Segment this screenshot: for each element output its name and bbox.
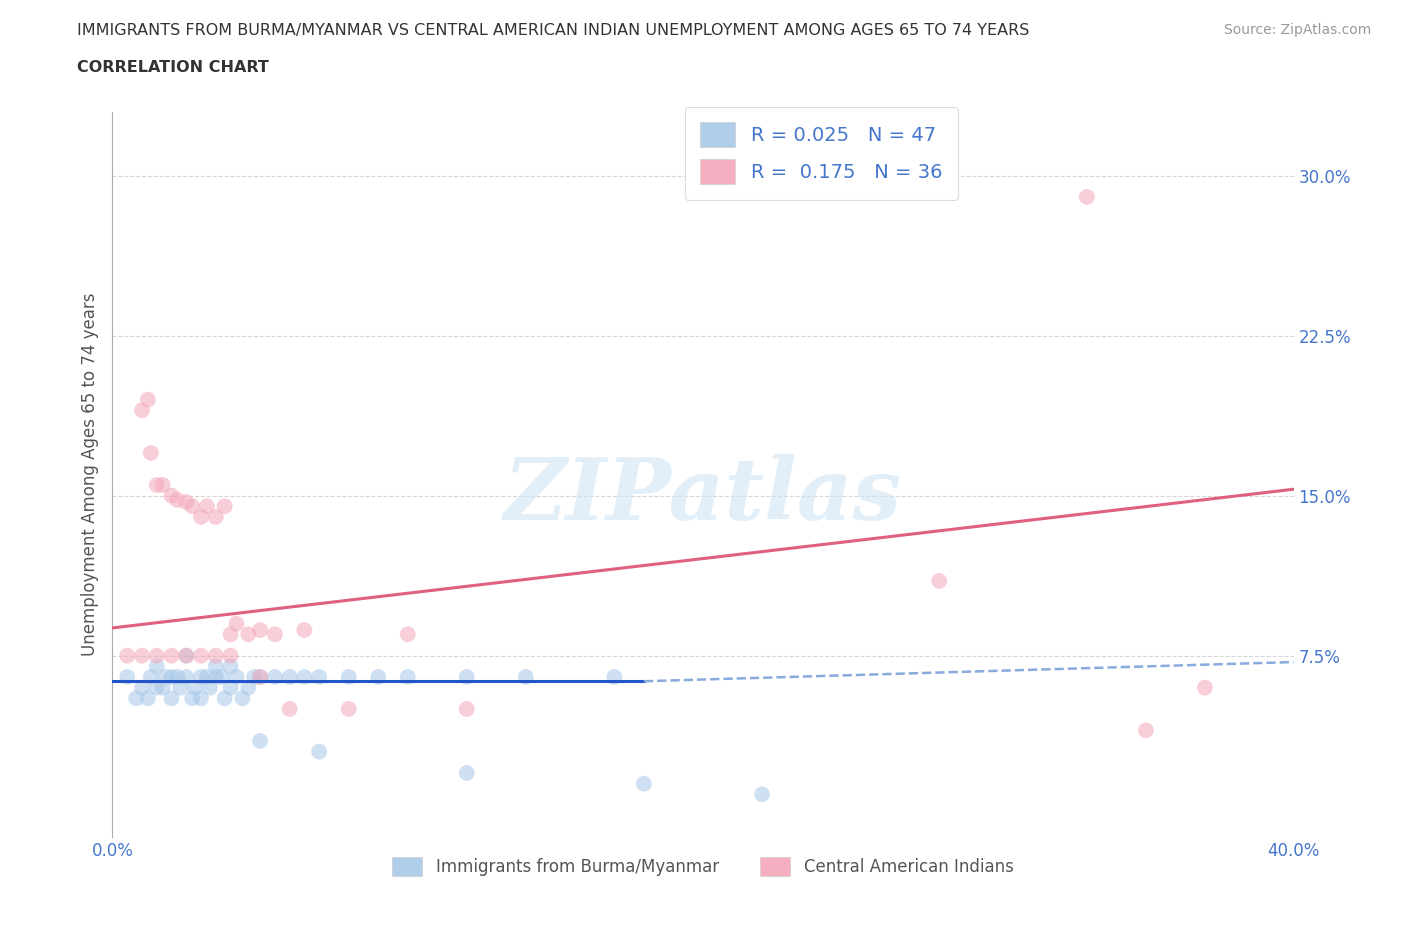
Point bbox=[166, 493, 188, 508]
Point bbox=[214, 691, 236, 706]
Point bbox=[174, 648, 197, 663]
Point bbox=[225, 617, 247, 631]
Point bbox=[308, 744, 330, 759]
Point bbox=[238, 627, 260, 642]
Point bbox=[198, 680, 221, 695]
Point bbox=[136, 691, 159, 706]
Point bbox=[278, 670, 301, 684]
Point bbox=[751, 787, 773, 802]
Point bbox=[205, 658, 228, 673]
Point bbox=[190, 648, 212, 663]
Point bbox=[190, 670, 212, 684]
Point bbox=[131, 648, 153, 663]
Point bbox=[160, 648, 183, 663]
Point bbox=[396, 627, 419, 642]
Point bbox=[169, 680, 191, 695]
Text: ZIPatlas: ZIPatlas bbox=[503, 455, 903, 538]
Point bbox=[456, 670, 478, 684]
Point bbox=[249, 670, 271, 684]
Point bbox=[337, 701, 360, 716]
Point bbox=[278, 701, 301, 716]
Point bbox=[456, 701, 478, 716]
Point bbox=[125, 691, 148, 706]
Point bbox=[249, 622, 271, 637]
Point bbox=[146, 648, 169, 663]
Text: IMMIGRANTS FROM BURMA/MYANMAR VS CENTRAL AMERICAN INDIAN UNEMPLOYMENT AMONG AGES: IMMIGRANTS FROM BURMA/MYANMAR VS CENTRAL… bbox=[77, 23, 1029, 38]
Point bbox=[152, 680, 174, 695]
Point bbox=[1135, 723, 1157, 737]
Point bbox=[190, 510, 212, 525]
Point bbox=[515, 670, 537, 684]
Point bbox=[146, 680, 169, 695]
Point bbox=[633, 777, 655, 791]
Legend: Immigrants from Burma/Myanmar, Central American Indians: Immigrants from Burma/Myanmar, Central A… bbox=[385, 851, 1021, 884]
Point bbox=[139, 670, 162, 684]
Point bbox=[155, 670, 177, 684]
Point bbox=[205, 670, 228, 684]
Point bbox=[146, 658, 169, 673]
Point bbox=[160, 691, 183, 706]
Y-axis label: Unemployment Among Ages 65 to 74 years: Unemployment Among Ages 65 to 74 years bbox=[80, 293, 98, 656]
Point bbox=[211, 670, 233, 684]
Point bbox=[181, 691, 204, 706]
Point bbox=[160, 488, 183, 503]
Text: Source: ZipAtlas.com: Source: ZipAtlas.com bbox=[1223, 23, 1371, 37]
Point bbox=[174, 495, 197, 510]
Point bbox=[219, 648, 242, 663]
Point bbox=[152, 477, 174, 492]
Point bbox=[136, 392, 159, 407]
Point bbox=[292, 622, 315, 637]
Point bbox=[337, 670, 360, 684]
Point bbox=[264, 670, 287, 684]
Point bbox=[219, 680, 242, 695]
Point bbox=[456, 765, 478, 780]
Point bbox=[214, 498, 236, 513]
Point bbox=[139, 445, 162, 460]
Point bbox=[231, 691, 253, 706]
Point bbox=[1076, 190, 1098, 205]
Point bbox=[249, 670, 271, 684]
Point bbox=[117, 648, 138, 663]
Point bbox=[243, 670, 266, 684]
Point bbox=[117, 670, 138, 684]
Point bbox=[249, 734, 271, 749]
Point bbox=[190, 691, 212, 706]
Point bbox=[195, 498, 218, 513]
Point bbox=[205, 510, 228, 525]
Point bbox=[174, 670, 197, 684]
Point bbox=[131, 680, 153, 695]
Point bbox=[160, 670, 183, 684]
Point bbox=[174, 648, 197, 663]
Point bbox=[292, 670, 315, 684]
Point bbox=[264, 627, 287, 642]
Point bbox=[184, 680, 207, 695]
Point bbox=[181, 498, 204, 513]
Point bbox=[166, 670, 188, 684]
Point bbox=[205, 648, 228, 663]
Text: CORRELATION CHART: CORRELATION CHART bbox=[77, 60, 269, 75]
Point bbox=[928, 574, 950, 589]
Point bbox=[219, 627, 242, 642]
Point bbox=[131, 403, 153, 418]
Point bbox=[396, 670, 419, 684]
Point bbox=[146, 477, 169, 492]
Point bbox=[603, 670, 626, 684]
Point bbox=[225, 670, 247, 684]
Point bbox=[219, 658, 242, 673]
Point bbox=[195, 670, 218, 684]
Point bbox=[367, 670, 389, 684]
Point bbox=[238, 680, 260, 695]
Point bbox=[1194, 680, 1216, 695]
Point bbox=[308, 670, 330, 684]
